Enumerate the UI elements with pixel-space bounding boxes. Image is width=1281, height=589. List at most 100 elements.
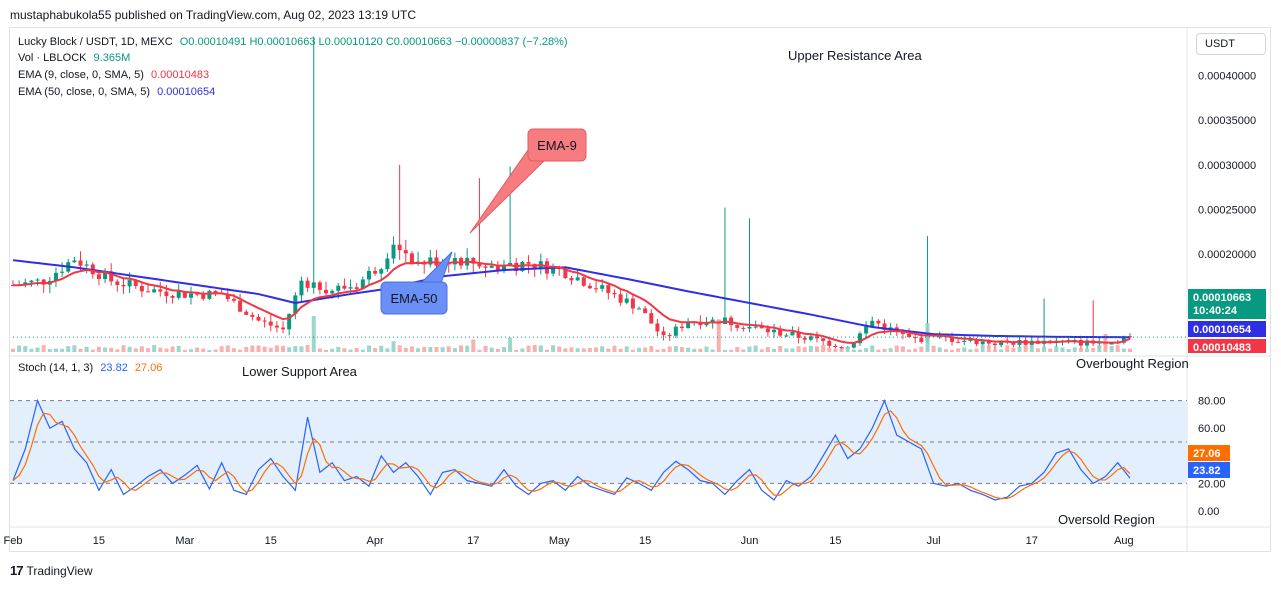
volume-bar [606,348,611,352]
volume-bar [520,348,525,352]
volume-bar [931,345,936,352]
volume-bar [207,349,212,352]
volume-bar [753,345,758,352]
volume-bar [907,349,912,352]
candle-body [937,336,942,338]
volume-bar [452,348,457,352]
volume-bar [489,347,494,352]
volume-bar [851,349,856,352]
volume-bar [23,346,28,352]
candle-body [379,269,384,274]
volume-bar [1085,348,1090,352]
price-tick-label: 0.00040000 [1198,71,1256,83]
volume-bar [581,348,586,352]
volume-bar [311,316,316,352]
volume-bar [483,345,488,352]
candle-body [78,260,83,266]
volume-bar [109,347,114,352]
ema9-callout-text: EMA-9 [537,138,577,153]
candle-body [483,266,488,268]
volume-bar [133,348,138,352]
candle-body [299,280,304,296]
stoch-d-tag: 27.06 [1188,445,1230,461]
volume-bar [698,348,703,352]
volume-bar [735,346,740,352]
volume-bar [894,345,899,352]
volume-bar [980,345,985,352]
candle-body [170,296,175,298]
volume-bar [618,348,623,352]
candle-body [244,311,249,315]
volume-bar [600,346,605,352]
candle-body [164,291,169,297]
candle-body [759,326,764,329]
legend-ema50-label[interactable]: EMA (50, close, 0, SMA, 5) [18,86,151,98]
ema50-price-tag-bg [1188,321,1266,337]
publisher-line: mustaphabukola55 published on TradingVie… [10,8,417,22]
ema9-line [12,260,1131,344]
footer-brand[interactable]: 17 TradingView [10,563,93,578]
candle-body [366,270,371,280]
volume-bar [1054,346,1059,352]
volume-bar [238,349,243,352]
candle-body [428,257,433,265]
volume-bar [569,347,574,352]
candle-body [661,331,666,336]
volume-bar [213,349,218,352]
time-tick-label: 17 [467,535,479,547]
candle-body [489,265,494,268]
candle-body [827,340,832,346]
volume-bar [293,346,298,352]
volume-bar [360,349,365,352]
time-tick-label: Jul [927,535,941,547]
time-tick-label: Jun [741,535,759,547]
stoch-tick-label: 60.00 [1198,423,1226,435]
volume-bar [84,346,89,352]
candle-body [360,279,365,290]
volume-bar [501,347,506,352]
volume-bar [250,345,255,352]
volume-bar [170,346,175,352]
candle-body [575,277,580,281]
candle-body [581,277,586,286]
volume-bar [373,348,378,352]
volume-bar [864,347,869,352]
legend-volume-label[interactable]: Vol · LBLOCK [18,52,87,64]
legend-stoch-d: 27.06 [134,362,163,374]
time-tick-label: 15 [829,535,841,547]
candle-body [72,260,77,263]
candle-body [876,320,881,324]
legend-ema9-label[interactable]: EMA (9, close, 0, SMA, 5) [18,69,144,81]
candle-body [256,316,261,321]
candle-body [305,280,310,288]
candle-body [501,265,506,272]
candle-body [637,308,642,310]
volume-bar [729,349,734,352]
candle-body [778,329,783,336]
volume-bar [225,345,230,352]
volume-bar [925,323,930,352]
candle-body [207,290,212,299]
candle-body [919,337,924,342]
candle-body [624,298,629,303]
candle-body [373,270,378,274]
volume-bar [508,337,513,352]
currency-button[interactable]: USDT [1196,33,1266,55]
legend-stoch-label[interactable]: Stoch (14, 1, 3) [18,362,94,374]
candle-body [213,290,218,293]
volume-bar [391,341,396,352]
legend-stoch-row: Stoch (14, 1, 3) 23.82 27.06 [18,362,162,374]
candle-body [649,313,654,324]
tradingview-logo-icon: 17 [10,563,24,578]
candle-body [765,328,770,333]
candle-body [808,336,813,340]
volume-bar [722,349,727,352]
volume-bar [336,347,341,352]
volume-bar [268,347,273,352]
candle-body [293,295,298,314]
legend-symbol[interactable]: Lucky Block / USDT, 1D, MEXC [18,36,173,48]
candle-body [679,326,684,329]
price-tick-label: 0.00020000 [1198,249,1256,261]
volume-bar [661,348,666,352]
